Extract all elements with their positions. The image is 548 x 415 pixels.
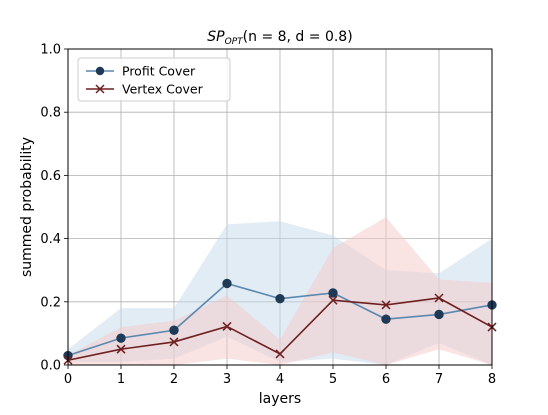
confidence-bands [68, 217, 492, 365]
chart-title: SPOPT(n = 8, d = 0.8) [207, 29, 352, 47]
y-tick-label: 0.2 [40, 295, 61, 310]
x-tick-label: 1 [117, 372, 125, 387]
vertex-cover-point [434, 293, 444, 303]
vertex-cover-point [169, 337, 179, 347]
y-tick-label: 0.4 [40, 232, 61, 247]
vertex-cover-point [328, 295, 338, 305]
x-tick-label: 5 [329, 372, 337, 387]
grid [67, 48, 493, 366]
series-markers [63, 278, 497, 365]
y-tick-label: 0.0 [40, 359, 61, 374]
x-tick-label: 3 [223, 372, 231, 387]
legend-entry-vertex-cover: Vertex Cover [86, 82, 204, 97]
x-tick-label: 4 [276, 372, 284, 387]
profit-cover-point [275, 293, 285, 304]
y-tick-label: 0.6 [40, 169, 61, 184]
profit-cover-point [169, 325, 179, 335]
x-tick-label: 8 [488, 372, 496, 387]
profit-cover-point [116, 333, 126, 343]
profit-cover-point [222, 278, 232, 289]
axis-ticks: 0 1 2 3 4 5 6 7 8 0.0 0.2 0.4 0.6 0.8 1.0 [40, 43, 496, 388]
x-tick-label: 0 [64, 372, 72, 387]
chart-title-rest: (n = 8, d = 0.8) [243, 29, 353, 45]
chart-title-main: SP [207, 29, 225, 45]
profit-cover-point [328, 288, 338, 298]
legend-label: Profit Cover [122, 64, 196, 79]
legend-entry-profit-cover: Profit Cover [86, 64, 196, 79]
profit-cover-point [381, 314, 391, 324]
legend: Profit Cover Vertex Cover [77, 57, 231, 102]
profit-cover-point [434, 309, 444, 320]
x-axis-label: layers [259, 391, 301, 407]
legend-box [77, 57, 231, 102]
chart-title-subscript: OPT [225, 37, 245, 47]
vertex-cover-point [275, 349, 285, 359]
x-tick-label: 6 [382, 372, 390, 387]
y-tick-label: 0.8 [40, 106, 61, 121]
vertex-cover-point [116, 344, 126, 354]
vertex-cover-point [381, 300, 391, 310]
y-tick-label: 1.0 [40, 43, 61, 58]
x-tick-label: 2 [170, 372, 178, 387]
y-axis-label: summed probability [19, 137, 35, 277]
vertex-cover-point [222, 321, 232, 331]
x-tick-label: 7 [435, 372, 443, 387]
legend-label: Vertex Cover [122, 82, 204, 97]
